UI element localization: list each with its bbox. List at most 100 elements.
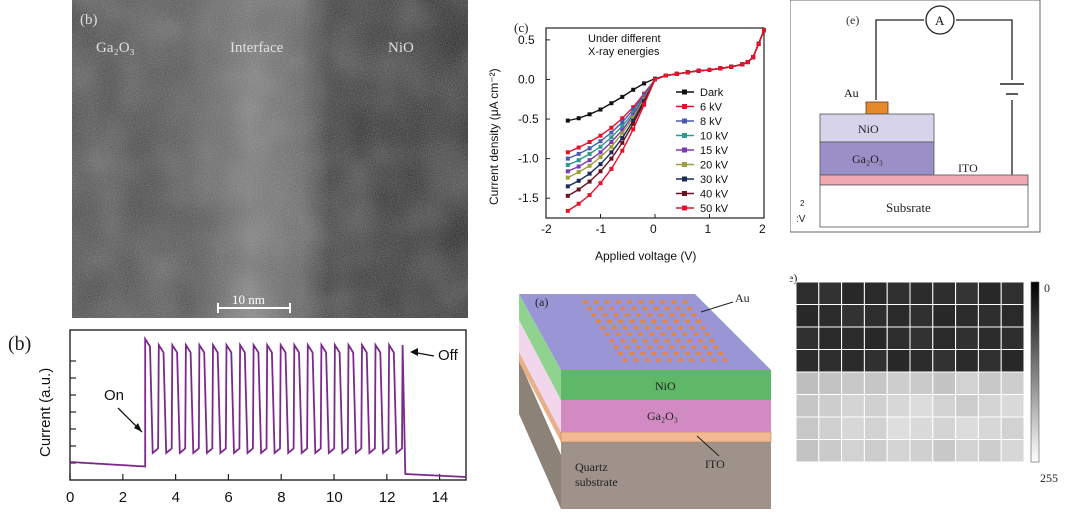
legend-label: 50 kV [700, 203, 729, 215]
heatmap-cell [795, 416, 820, 440]
au-dot [676, 339, 681, 343]
iv-y-tick-label: 0.0 [518, 72, 535, 86]
au-dot [618, 319, 623, 323]
colorbar [1030, 281, 1040, 463]
iv-y-axis-label: Current density (μA cm⁻²) [487, 68, 501, 205]
iv-data-point [587, 112, 592, 117]
heatmap-cell [1000, 349, 1025, 373]
nio-left-face [519, 294, 561, 400]
iv-x-axis-label: Applied voltage (V) [595, 249, 696, 263]
heatmap-cell [886, 326, 911, 350]
circuit-au-label: Au [844, 86, 859, 100]
heatmap-cell [977, 326, 1002, 350]
heatmap-cell [932, 349, 957, 373]
legend-label: 40 kV [700, 189, 729, 201]
iv-data-point [663, 73, 668, 78]
legend-swatch-marker [682, 205, 687, 211]
wire-right-top [956, 19, 1013, 80]
top-face [519, 294, 771, 370]
iv-x-tick-label: -1 [596, 222, 607, 236]
au-dot [600, 326, 605, 330]
au-dot [613, 345, 619, 349]
iv-data-point [685, 70, 690, 75]
heatmap-cell [841, 416, 865, 440]
device-substrate-label-1: Quartz [575, 460, 608, 474]
au-dot [647, 313, 652, 317]
heatmap-cell [909, 281, 934, 305]
au-dot [707, 351, 712, 356]
photo-x-tick-label: 8 [277, 489, 285, 506]
photo-x-tick-label: 10 [326, 489, 343, 506]
heatmap-cell [932, 394, 957, 418]
iv-data-point [740, 62, 745, 67]
ga2o3-layer [819, 141, 935, 176]
heatmap-cell [886, 439, 911, 463]
iv-y-tick-label: -1.5 [518, 191, 539, 205]
legend-swatch-marker [682, 147, 687, 153]
iv-data-point [587, 158, 592, 163]
au-dot [591, 313, 597, 317]
au-dot [698, 339, 703, 343]
au-dot [627, 332, 632, 336]
heatmap-cell [818, 439, 843, 463]
iv-data-point [598, 107, 603, 112]
au-dot [682, 332, 688, 336]
iv-data-point [642, 100, 647, 105]
au-dot [660, 332, 665, 336]
au-dot [618, 351, 623, 356]
photo-x-tick-label: 2 [119, 489, 127, 506]
au-dot [673, 319, 679, 323]
au-dot [633, 358, 639, 362]
au-dot [660, 300, 665, 304]
au-dot [680, 345, 685, 349]
circuit-edge-mark-1: 2 [800, 199, 805, 208]
iv-legend: Dark 6 kV 8 kV 10 kV 15 kV 20 kV 30 kV 40 kV 50 … [676, 87, 729, 215]
iv-y-tick-label: -1.0 [518, 152, 539, 166]
heatmap-cell [909, 349, 934, 373]
iv-data-point [598, 181, 603, 186]
au-dot [722, 358, 728, 362]
iv-data-point [631, 105, 636, 110]
au-dot [631, 339, 637, 343]
device-ito-label: ITO [705, 457, 725, 471]
heatmap-cell [955, 371, 979, 395]
au-dot [671, 300, 677, 304]
iv-data-point [565, 118, 570, 123]
iv-data-point [565, 208, 570, 213]
au-dot [665, 306, 670, 311]
iv-data-point [609, 130, 614, 135]
au-dot [656, 358, 661, 362]
iv-data-point [620, 120, 625, 125]
heatmap-panel: e) 0 255 [788, 270, 1080, 495]
iv-data-point [587, 193, 592, 198]
au-dot [593, 300, 599, 304]
circuit-ga2o3-label: Ga₂O₃ [852, 152, 883, 166]
au-dot [645, 326, 650, 330]
au-dot [598, 306, 603, 311]
au-dot [696, 319, 701, 323]
iv-data-point [565, 169, 570, 174]
ito-left-face [519, 352, 561, 442]
heatmap-cells [795, 281, 1025, 463]
photo-y-axis-label: Current (a.u.) [37, 368, 54, 457]
circuit-panel: (e) A Au NiO Ga₂O₃ ITO Subsrate 2 :V [789, 0, 1080, 238]
scalebar-label: 10 nm [232, 292, 265, 307]
legend-swatch-marker [682, 104, 687, 109]
legend-label: 15 kV [700, 145, 729, 157]
iv-data-point [609, 135, 614, 140]
colorbar-min-label: 0 [1044, 281, 1050, 295]
off-arrowhead [410, 348, 418, 356]
heatmap-cell [977, 304, 1002, 328]
heatmap-cell [795, 326, 820, 350]
heatmap-cell [863, 349, 888, 373]
legend-swatch-marker [682, 118, 687, 124]
iv-data-point [609, 156, 614, 161]
circuit-substrate-label: Subsrate [886, 200, 931, 215]
iv-panel-label: (c) [514, 20, 528, 35]
circuit-panel-label: (e) [846, 13, 859, 27]
heatmap-cell [841, 349, 865, 373]
iv-data-point [620, 124, 625, 129]
iv-data-point [751, 55, 756, 60]
heatmap-cell [1000, 281, 1025, 305]
circuit-ito-label: ITO [958, 161, 978, 175]
